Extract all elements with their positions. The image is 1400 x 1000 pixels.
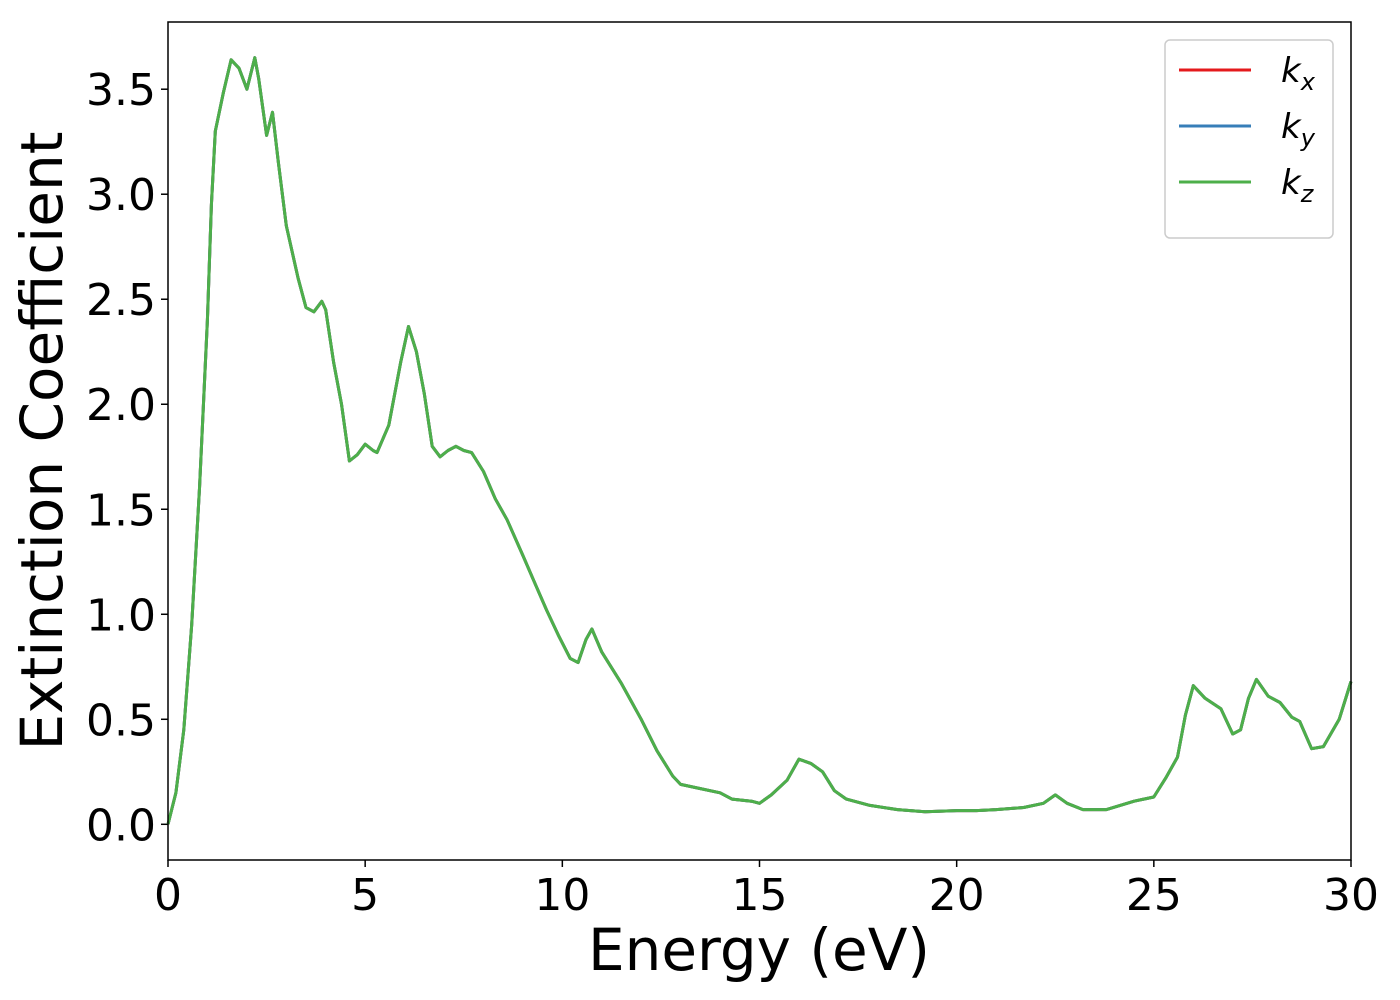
x-tick-label: 30 <box>1323 870 1379 921</box>
y-tick-label: 3.0 <box>86 170 156 221</box>
plot-frame <box>167 21 1352 861</box>
y-axis-label: Extinction Coefficient <box>8 132 76 751</box>
x-tick-label: 5 <box>351 870 379 921</box>
legend-box <box>1164 39 1334 239</box>
legend-label: kx <box>1281 51 1316 96</box>
x-tick-label: 25 <box>1126 870 1182 921</box>
x-tick-label: 0 <box>154 870 182 921</box>
legend-label: kz <box>1281 163 1315 208</box>
x-tick-label: 10 <box>534 870 590 921</box>
legend-label: ky <box>1281 107 1316 152</box>
y-tick-label: 3.5 <box>86 65 156 116</box>
y-tick-label: 1.0 <box>86 590 156 641</box>
x-tick-label: 20 <box>929 870 985 921</box>
legend: kx ky kz <box>1164 39 1334 239</box>
x-tick-label: 15 <box>732 870 788 921</box>
data-line <box>166 56 1353 825</box>
y-tick-label: 2.5 <box>86 275 156 326</box>
y-tick-label: 2.0 <box>86 380 156 431</box>
y-tick-label: 1.5 <box>86 485 156 536</box>
x-axis-label: Energy (eV) <box>588 916 930 984</box>
y-tick-label: 0.5 <box>86 695 156 746</box>
y-tick-label: 0.0 <box>86 800 156 851</box>
